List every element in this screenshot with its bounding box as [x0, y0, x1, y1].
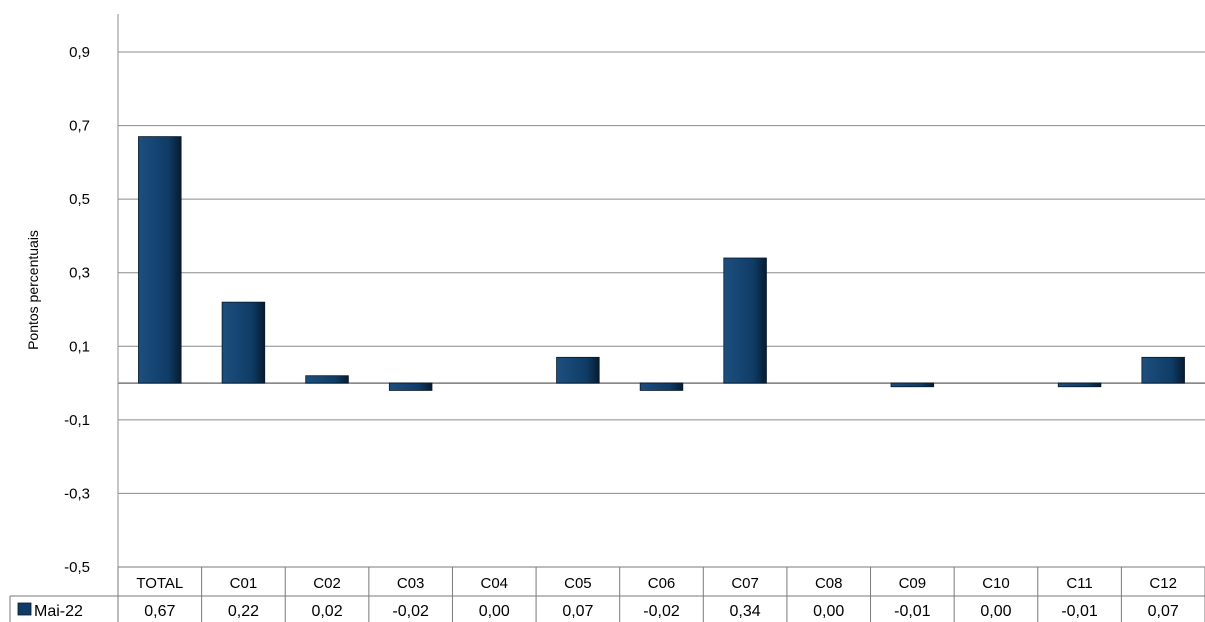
- y-tick-labels: 0,9 0,7 0,5 0,3 0,1 -0,1 -0,3 -0,5: [64, 44, 90, 576]
- category-label: C06: [648, 575, 676, 592]
- category-label: C01: [230, 575, 258, 592]
- data-value-label: 0,07: [1148, 603, 1179, 620]
- y-tick-label: 0,9: [69, 44, 90, 61]
- bars: [138, 136, 1185, 391]
- bar-c11: [1057, 382, 1102, 388]
- bar-total: [138, 136, 182, 384]
- data-value-label: 0,00: [479, 603, 510, 620]
- y-tick-label: 0,1: [69, 338, 90, 355]
- bar-c06: [639, 382, 684, 391]
- data-value-label: 0,07: [562, 603, 593, 620]
- data-value-label: -0,01: [1061, 603, 1098, 620]
- bar-c05: [556, 356, 600, 384]
- category-label: C08: [815, 575, 843, 592]
- category-label: C11: [1066, 575, 1092, 592]
- category-label: TOTAL: [136, 575, 183, 592]
- category-label: C03: [397, 575, 425, 592]
- y-axis-label: Pontos percentuais: [25, 230, 41, 350]
- data-value-label: 0,67: [144, 603, 175, 620]
- data-table: TOTAL C01 C02 C03 C04 C05 C06 C07 C08 C09 C10 C11 C1…: [9, 566, 1205, 622]
- data-value-label: -0,02: [392, 603, 429, 620]
- y-tick-label: -0,5: [64, 559, 90, 576]
- y-tick-label: 0,5: [69, 191, 90, 208]
- legend-series-name: Mai-22: [34, 603, 83, 620]
- category-label: C12: [1149, 575, 1177, 592]
- y-tick-label: 0,7: [69, 118, 90, 135]
- bar-c03: [388, 382, 433, 391]
- category-label: C09: [899, 575, 927, 592]
- bar-c09: [890, 382, 935, 388]
- y-tick-label: -0,1: [64, 412, 90, 429]
- data-value-label: 0,22: [228, 603, 259, 620]
- category-label: C04: [481, 575, 509, 592]
- legend-swatch: [17, 602, 32, 616]
- category-label: C10: [982, 575, 1010, 592]
- bar-c02: [305, 375, 349, 384]
- category-label: C05: [564, 575, 592, 592]
- data-value-label: 0,02: [311, 603, 342, 620]
- category-label: C07: [731, 575, 759, 592]
- bar-c12: [1141, 356, 1185, 384]
- data-value-label: 0,34: [730, 603, 761, 620]
- data-value-label: 0,00: [980, 603, 1011, 620]
- gridlines: [117, 14, 1205, 622]
- y-tick-label: -0,3: [64, 485, 90, 502]
- y-tick-label: 0,3: [69, 265, 90, 282]
- bar-c01: [221, 301, 266, 384]
- category-label: C02: [313, 575, 341, 592]
- data-value-label: -0,01: [894, 603, 931, 620]
- bar-c07: [723, 257, 767, 384]
- data-value-label: 0,00: [813, 603, 844, 620]
- data-value-label: -0,02: [643, 603, 680, 620]
